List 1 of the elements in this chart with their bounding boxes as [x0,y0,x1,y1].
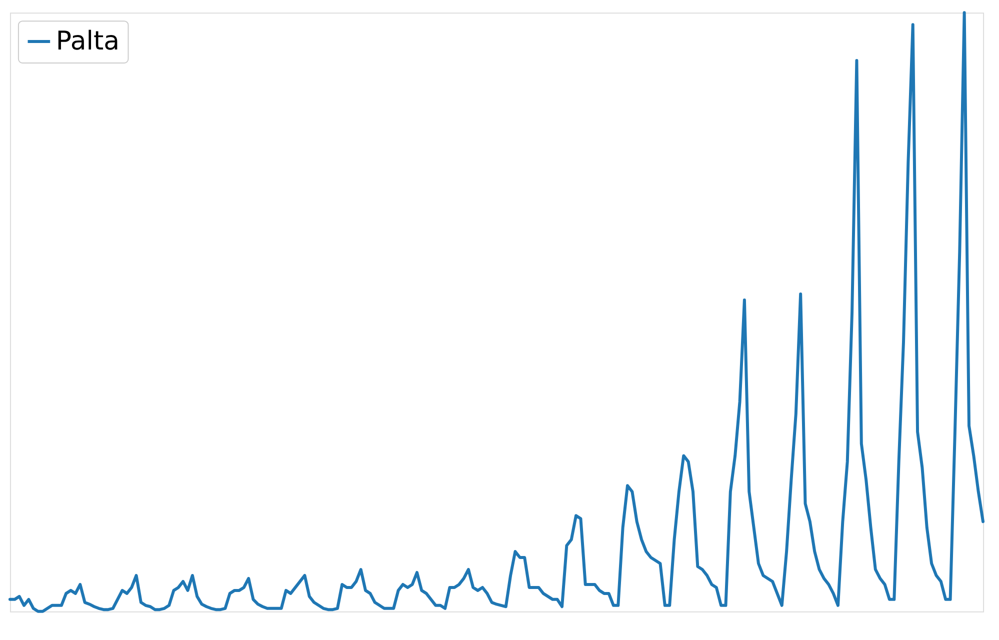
legend-label: Palta [56,26,120,57]
